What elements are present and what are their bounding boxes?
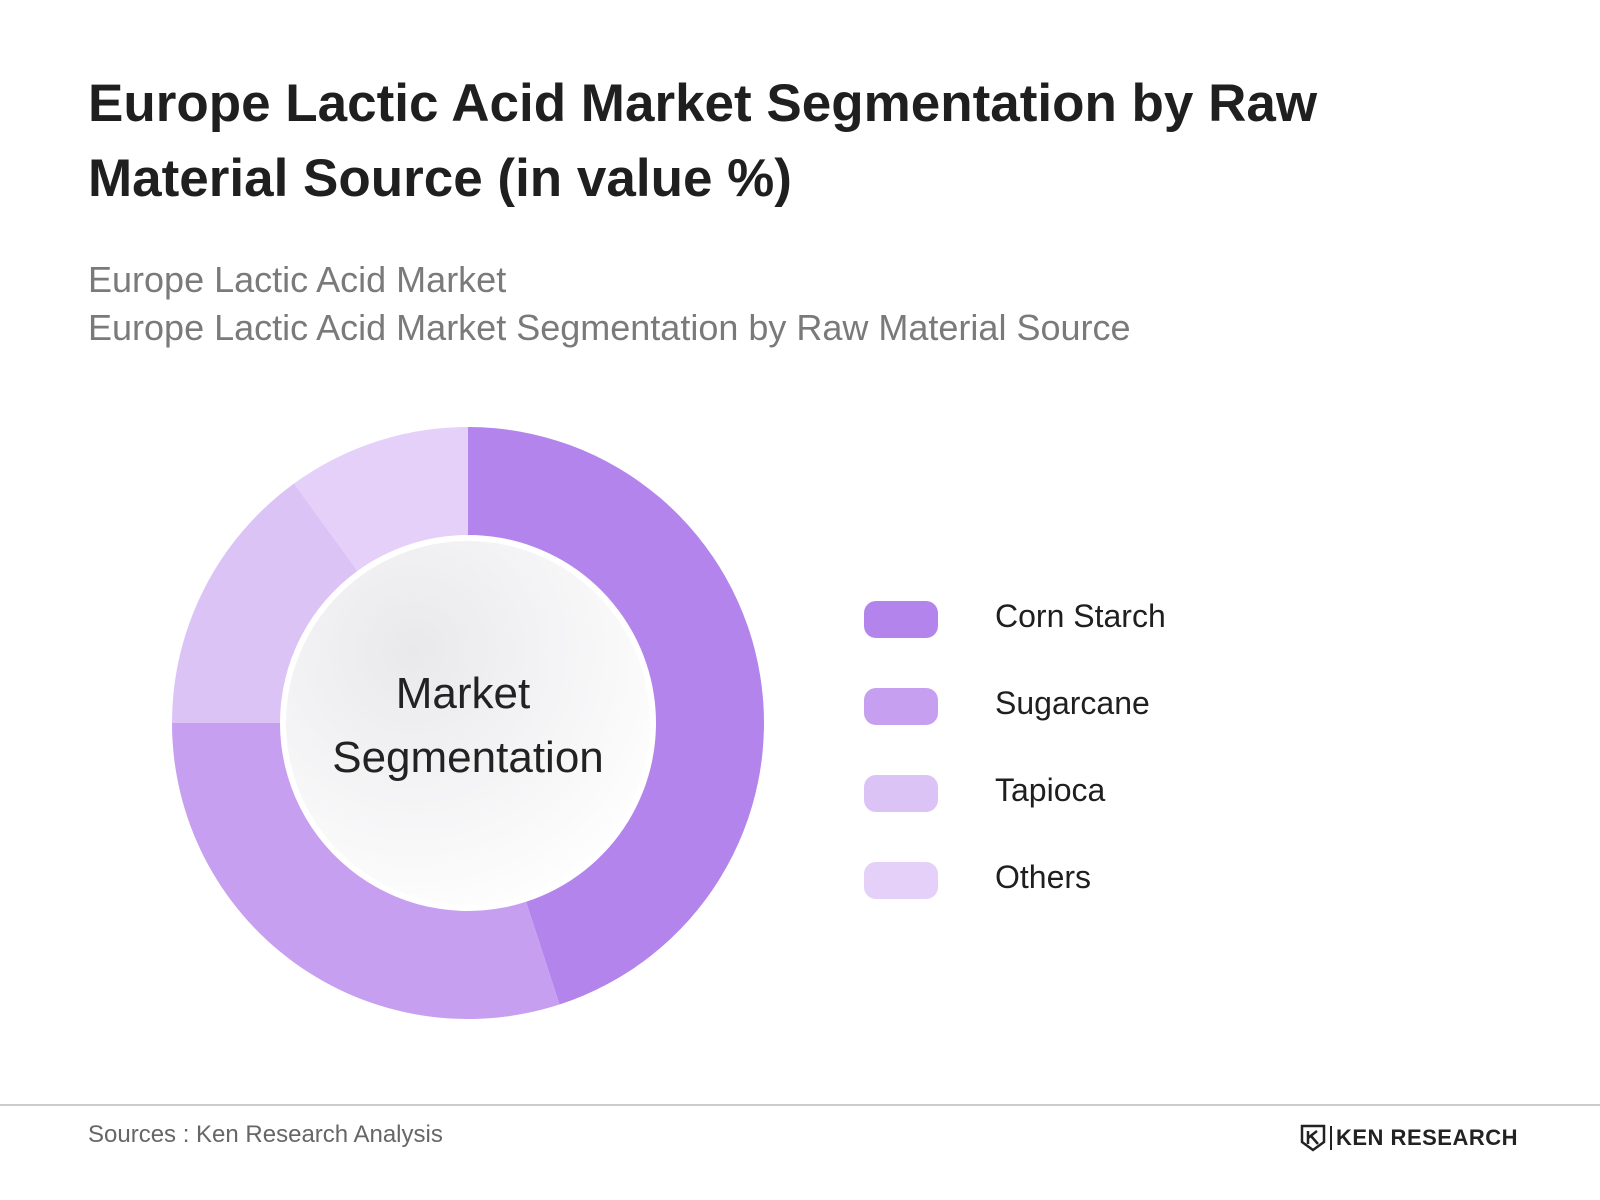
ken-research-logo-icon — [1300, 1124, 1326, 1152]
slice-corn-starch — [468, 427, 765, 1005]
chart-title: Europe Lactic Acid Market Segmentation b… — [88, 74, 1318, 208]
donut-center — [286, 541, 650, 905]
legend-swatch-others — [864, 862, 938, 899]
ken-research-logo: KEN RESEARCH — [1300, 1124, 1518, 1152]
center-label-line-1: Market — [396, 669, 530, 718]
slice-tapioca — [172, 483, 358, 723]
footer-divider — [0, 1104, 1600, 1106]
chart-subtitle-line-2: Europe Lactic Acid Market Segmentation b… — [88, 307, 1131, 348]
slice-sugarcane — [172, 723, 560, 1020]
legend-swatch-tapioca — [864, 775, 938, 812]
legend-label-corn-starch: Corn Starch — [995, 598, 1166, 634]
source-note: Sources : Ken Research Analysis — [88, 1121, 443, 1148]
legend-label-sugarcane: Sugarcane — [995, 685, 1150, 721]
donut-chart: Market Segmentation — [172, 427, 765, 1020]
legend-swatch-corn-starch — [864, 601, 938, 638]
donut-slices — [172, 427, 765, 1020]
legend-label-tapioca: Tapioca — [995, 772, 1106, 808]
chart-subtitle-line-1: Europe Lactic Acid Market — [88, 259, 507, 300]
legend-label-others: Others — [995, 859, 1092, 895]
logo-separator — [1330, 1126, 1332, 1150]
logo-text: KEN RESEARCH — [1336, 1125, 1519, 1150]
slice-others — [294, 427, 468, 571]
center-label-line-2: Segmentation — [332, 733, 604, 782]
legend-swatch-sugarcane — [864, 688, 938, 725]
